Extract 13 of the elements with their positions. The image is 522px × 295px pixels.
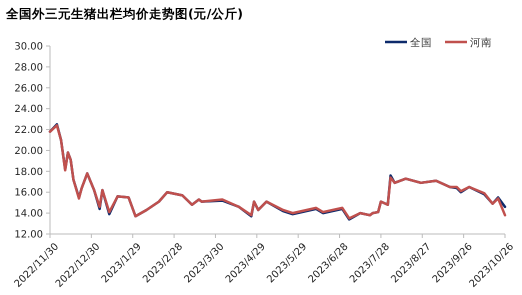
y-tick-label: 26.00 [14, 83, 43, 94]
legend-label: 全国 [410, 37, 432, 49]
y-tick-label: 24.00 [14, 104, 43, 116]
y-tick-label: 22.00 [14, 125, 43, 136]
y-tick-label: 14.00 [14, 208, 43, 220]
chart-title: 全国外三元生猪出栏均价走势图(元/公斤) [5, 6, 243, 21]
y-tick-label: 28.00 [14, 62, 43, 74]
y-tick-label: 12.00 [14, 230, 43, 240]
y-tick-label: 30.00 [14, 42, 43, 52]
y-tick-label: 18.00 [14, 166, 43, 178]
legend-label: 河南 [470, 36, 492, 49]
y-tick-label: 20.00 [14, 146, 43, 157]
y-tick-label: 16.00 [14, 188, 43, 199]
